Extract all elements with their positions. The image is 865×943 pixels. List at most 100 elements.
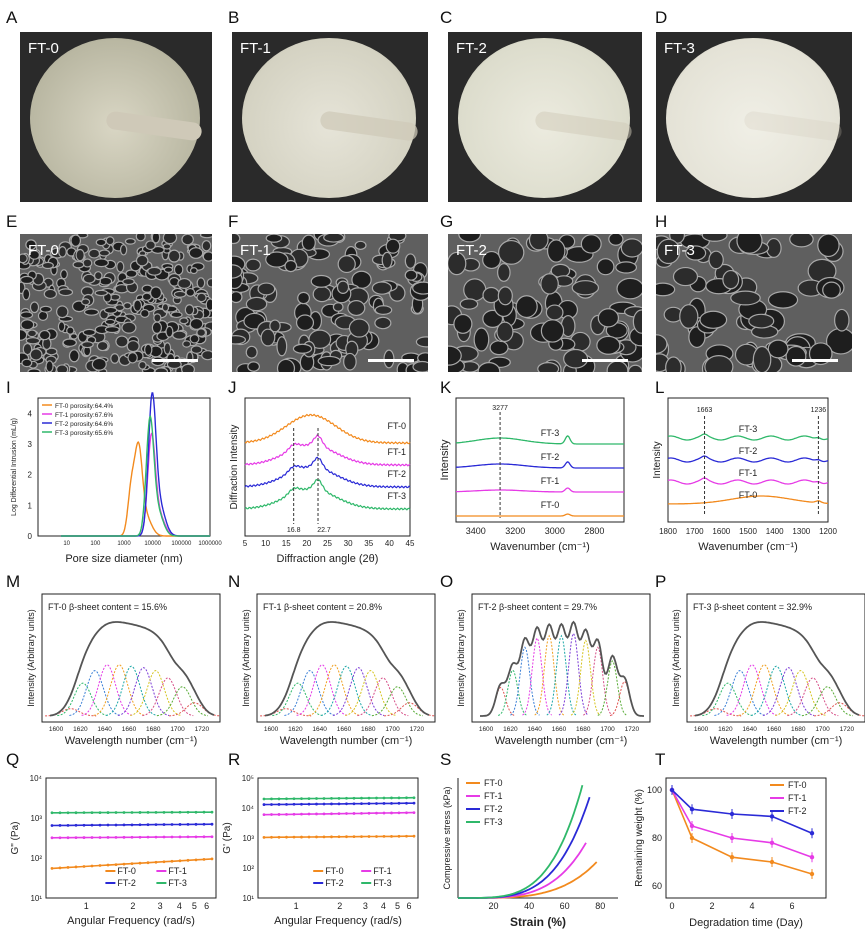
data-point [307,812,311,816]
data-point [114,811,118,814]
x-tick-label: 0 [669,901,674,911]
series-line-ft-0 [60,441,210,537]
y-tick-label: 0 [28,532,33,541]
chart-m-frame [41,593,221,723]
data-point [412,811,416,815]
data-point [322,802,326,806]
data-point [130,862,134,866]
y-tick-label: 2 [28,471,33,480]
x-tick-label: 1400 [766,527,784,536]
data-point [285,835,288,839]
envelope-curve [264,621,430,717]
sample-title: FT-3 β-sheet content = 32.9% [693,602,812,612]
fitted-peak [510,646,540,716]
x-tick-label: 2 [709,901,714,911]
data-point [397,796,401,800]
data-point [122,811,126,814]
panel-letter-b: B [228,8,240,27]
data-point [292,812,296,816]
series-label: FT-0 [387,421,406,431]
data-point [300,797,303,801]
x-tick-label: 1640 [312,726,327,733]
pore-texture [20,234,212,372]
y-axis-label: Intensity (Arbitrary units) [671,609,681,707]
fitted-peak [570,639,601,716]
data-point [405,834,408,838]
fitted-peak [702,682,754,717]
fitted-peak [93,664,145,716]
x-axis-label: Wavelength number (cm⁻¹) [710,735,843,747]
x-tick-label: 1600 [712,527,730,536]
x-tick-label: 1300 [792,527,810,536]
x-tick-label: 1660 [337,726,352,733]
data-point [50,824,54,827]
fitted-peak [357,677,409,717]
y-tick-label: 60 [652,881,662,891]
series-line-ft-0 [458,861,598,899]
data-point [769,859,775,865]
data-point [130,811,134,814]
scale-bar [152,359,198,362]
series-line-ft-2 [458,796,591,899]
panel-letter-h: H [655,212,668,231]
data-point [90,823,94,827]
series-line-ft-3 [667,433,829,441]
data-point [345,802,348,806]
x-tick-label: 1680 [576,726,591,733]
hydrogel-photo-ft-0: FT-0 [20,32,212,202]
annotation: 1236 [811,407,827,414]
x-tick-label: 1720 [625,726,640,733]
data-point [360,811,363,815]
data-point [262,797,266,801]
legend-label: FT-3 [168,878,187,888]
data-point [210,810,214,814]
y-tick-label: 10⁵ [242,774,254,783]
y-tick-label: 10³ [30,814,42,823]
fitted-peak [260,708,312,717]
data-point [66,836,70,840]
scale-bar [368,359,414,362]
x-tick-label: 1700 [600,726,615,733]
x-tick-label: 30 [344,539,353,548]
series-line-ft-3 [52,811,212,814]
data-point [300,835,303,839]
fitted-peak [775,670,827,716]
data-point [186,835,190,839]
pore-texture [656,234,852,372]
x-tick-label: 1000000 [198,541,222,547]
y-tick-label: 10² [242,864,254,873]
data-point [270,835,273,839]
fitted-peak [801,686,853,717]
data-point [186,810,190,814]
series-line-ft-2 [455,461,624,469]
scale-bar [792,359,838,362]
data-point [98,836,102,839]
data-point [170,835,174,839]
data-point [82,836,86,839]
fitted-peak [726,664,778,716]
data-point [405,801,408,805]
data-point [90,836,94,839]
data-point [154,823,158,827]
data-point [138,835,142,839]
fitted-peak [296,664,348,716]
data-point [345,796,348,800]
series-line-ft-3 [60,415,210,537]
data-point [352,835,356,839]
chart-q-frame [45,777,217,899]
photo-label: FT-3 [664,40,695,57]
fitted-peak [45,708,97,717]
data-point [285,802,288,806]
x-tick-label: 1640 [527,726,542,733]
panel-letter-p: P [655,572,667,591]
data-point [405,796,408,800]
y-axis-label: Log Differential Intrusion (mL/g) [11,418,18,516]
data-point [412,796,416,800]
y-tick-label: 3 [28,440,33,449]
data-point [367,811,371,815]
y-tick-label: 10⁴ [30,774,43,783]
sample-title: FT-0 β-sheet content = 15.6% [48,602,167,612]
legend-label: FT-0 [788,780,807,790]
data-point [162,823,166,826]
x-axis-label: Angular Frequency (rad/s) [67,915,195,927]
